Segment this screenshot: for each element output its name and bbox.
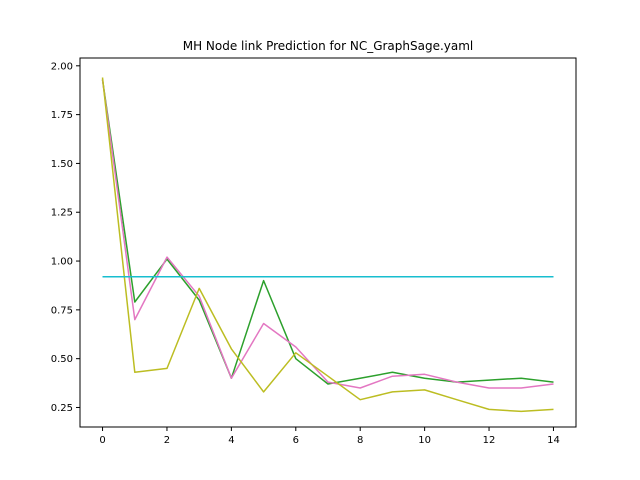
x-tick-label: 14 (547, 435, 560, 446)
series-layer (101, 77, 554, 413)
x-tick-label: 10 (418, 435, 431, 446)
y-tick-label: 1.75 (51, 110, 73, 121)
x-tick-label: 6 (293, 435, 299, 446)
x-tick-label: 12 (483, 435, 496, 446)
y-tick-label: 1.25 (51, 208, 73, 219)
x-tick-label: 2 (164, 435, 170, 446)
plot-frame (79, 57, 577, 428)
y-tick-label: 2.00 (51, 61, 73, 72)
y-tick-label: 1.50 (51, 159, 73, 170)
y-axis: 0.25 0.50 0.75 1.00 1.25 1.50 1.75 2.00 (51, 61, 80, 414)
series-line-1 (101, 79, 554, 385)
y-tick-label: 0.75 (51, 305, 73, 316)
y-tick-label: 0.50 (51, 354, 73, 365)
x-tick-label: 8 (357, 435, 363, 446)
x-tick-label: 0 (99, 435, 105, 446)
chart-title: MH Node link Prediction for NC_GraphSage… (183, 39, 474, 53)
series-line-3 (101, 77, 554, 413)
y-tick-label: 1.00 (51, 257, 73, 268)
x-axis: 0 2 4 6 8 10 12 14 (99, 427, 560, 446)
series-line-2 (101, 79, 554, 389)
x-tick-label: 4 (228, 435, 234, 446)
y-tick-label: 0.25 (51, 403, 73, 414)
